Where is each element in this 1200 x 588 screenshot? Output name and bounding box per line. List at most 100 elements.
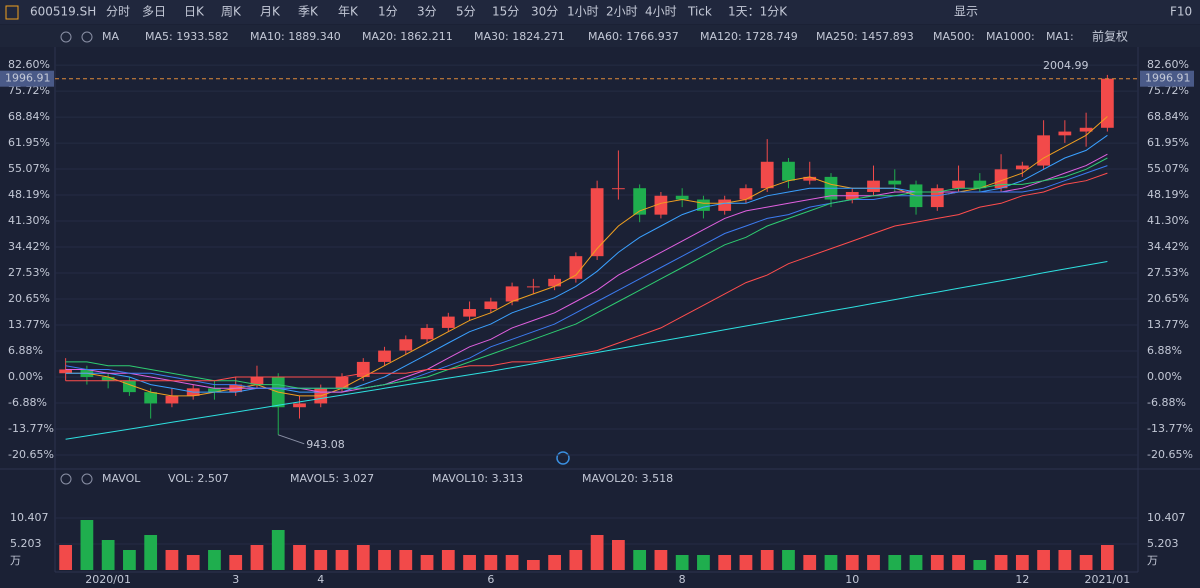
x-tick-label: 6 (487, 573, 494, 586)
ma-line (65, 172, 1108, 382)
candle-body (952, 180, 965, 189)
volume-bar (845, 555, 859, 570)
y-tick-label: 13.77% (1147, 318, 1189, 331)
volume-bar (463, 555, 476, 570)
adjust-mode[interactable]: 前复权 (1092, 29, 1128, 44)
f10-button[interactable]: F10 (1170, 5, 1192, 19)
period-tab[interactable]: 30分 (531, 5, 558, 19)
x-tick-label: 10 (845, 573, 859, 586)
candle-body (612, 188, 625, 190)
display-menu[interactable]: 显示 (954, 5, 978, 19)
volume-bar (1100, 545, 1114, 570)
period-tab[interactable]: 年K (338, 5, 359, 19)
volume-bar (1037, 550, 1050, 570)
candle-body (441, 316, 455, 328)
legend-entry[interactable]: MA500: (933, 30, 975, 43)
period-tab[interactable]: Tick (687, 5, 712, 19)
y-tick-label: 0.00% (1147, 370, 1182, 383)
legend-entry[interactable]: MA60: 1766.937 (588, 30, 679, 43)
period-tab[interactable]: 15分 (492, 5, 519, 19)
volume-bar (356, 545, 370, 570)
legend-entry[interactable]: MA30: 1824.271 (474, 30, 565, 43)
period-tab[interactable]: 月K (260, 5, 281, 19)
candle-body (1058, 131, 1072, 136)
volume-bar (293, 545, 306, 570)
symbol[interactable]: 600519.SH (30, 5, 96, 19)
legend-entry[interactable]: MA1: (1046, 30, 1074, 43)
menu-icon[interactable] (5, 5, 19, 20)
low-annotation: 943.08 (306, 438, 345, 451)
volume-bar (952, 555, 965, 570)
y-tick-label: 55.07% (8, 162, 50, 175)
volume-bar (186, 555, 200, 570)
legend-entry[interactable]: MA1000: (986, 30, 1035, 43)
candle-body (675, 195, 689, 200)
candle-body (208, 388, 221, 393)
candle-body (484, 301, 498, 310)
y-tick-label: 68.84% (1147, 110, 1189, 123)
x-tick-label: 3 (232, 573, 239, 586)
period-tab[interactable]: 4小时 (645, 5, 677, 19)
settings-icon[interactable] (60, 473, 72, 485)
low-pointer (278, 434, 305, 445)
candle-body (654, 195, 668, 215)
period-tab[interactable]: 多日 (142, 5, 166, 19)
volume-bar (59, 545, 73, 570)
legend-entry[interactable]: MAVOL10: 3.313 (432, 472, 523, 485)
candle-body (867, 180, 880, 192)
candle-body (569, 256, 583, 279)
legend-entry[interactable]: MA10: 1889.340 (250, 30, 341, 43)
candle-body (697, 199, 710, 211)
legend-entry[interactable]: MA20: 1862.211 (362, 30, 453, 43)
y-tick-label: 0.00% (8, 370, 43, 383)
x-tick-label: 12 (1015, 573, 1029, 586)
candle-body (101, 377, 115, 381)
indicator-label: MA (102, 30, 119, 43)
ma-line (65, 165, 1108, 389)
period-tab[interactable]: 3分 (417, 5, 437, 19)
locate-icon[interactable] (556, 451, 570, 465)
period-tab[interactable]: 2小时 (606, 5, 638, 19)
volume-bar (1058, 550, 1072, 570)
candle-body (250, 377, 264, 385)
candle-body (123, 380, 136, 393)
legend-entry[interactable]: MA120: 1728.749 (700, 30, 798, 43)
volume-bar (654, 550, 668, 570)
volume-bar (718, 555, 732, 570)
y-tick-label: 27.53% (1147, 266, 1189, 279)
legend-entry[interactable]: MA5: 1933.582 (145, 30, 229, 43)
volume-bar (994, 555, 1008, 570)
close-icon[interactable] (81, 31, 93, 43)
candle-body (463, 309, 476, 317)
y-tick-label: 34.42% (8, 240, 50, 253)
settings-icon[interactable] (60, 31, 72, 43)
legend-entry[interactable]: VOL: 2.507 (168, 472, 229, 485)
candle-body (1015, 165, 1029, 170)
legend-entry[interactable]: MAVOL5: 3.027 (290, 472, 374, 485)
candle-body (803, 176, 817, 181)
period-tab[interactable]: 1小时 (567, 5, 599, 19)
candle-body (548, 278, 561, 287)
candle-body (505, 286, 519, 302)
candle-body (420, 327, 434, 340)
period-tab[interactable]: 周K (221, 5, 242, 19)
y-tick-label: 48.19% (1147, 188, 1189, 201)
period-tab[interactable]: 1分 (378, 5, 398, 19)
candle-body (888, 180, 902, 185)
candle-body (335, 377, 349, 389)
volume-bar (80, 520, 94, 570)
candle-body (590, 188, 604, 257)
period-tab[interactable]: 1天：1分K (728, 5, 788, 19)
volume-bar (399, 550, 413, 570)
high-annotation: 2004.99 (1043, 59, 1089, 72)
volume-bar (165, 550, 179, 570)
volume-bar (229, 555, 243, 570)
legend-entry[interactable]: MA250: 1457.893 (816, 30, 914, 43)
close-icon[interactable] (81, 473, 93, 485)
price-tag-bg (1140, 70, 1194, 87)
period-tab[interactable]: 5分 (456, 5, 476, 19)
period-tab[interactable]: 日K (184, 5, 205, 19)
period-tab[interactable]: 分时 (106, 5, 130, 19)
legend-entry[interactable]: MAVOL20: 3.518 (582, 472, 673, 485)
period-tab[interactable]: 季K (298, 5, 319, 19)
